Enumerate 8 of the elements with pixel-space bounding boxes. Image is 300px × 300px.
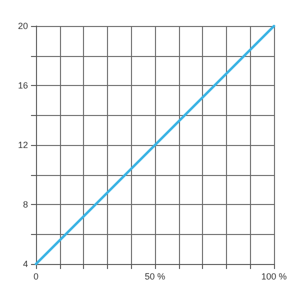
x-tick-label: 0	[33, 272, 39, 282]
y-tick-label: 16	[18, 80, 28, 90]
x-tick-label: 50 %	[144, 272, 166, 282]
y-tick-label: 20	[18, 21, 28, 31]
y-tick-label: 12	[18, 140, 28, 150]
y-tick-label: 4	[22, 259, 28, 269]
y-tick-label: 8	[22, 200, 28, 210]
x-tick-label: 100 %	[261, 272, 287, 282]
